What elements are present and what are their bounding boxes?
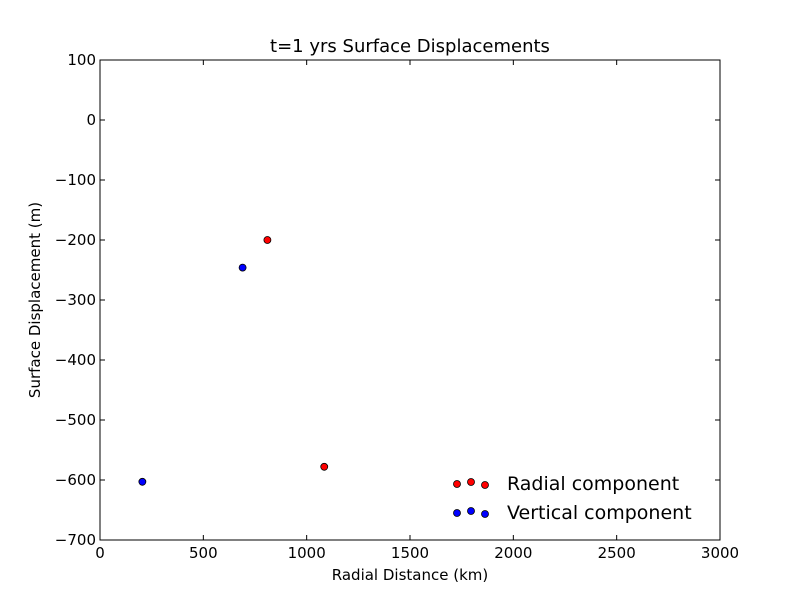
x-tick-label: 2000 <box>494 544 532 562</box>
y-tick-label: 0 <box>86 111 96 129</box>
scatter-point <box>138 477 147 486</box>
y-tick-label: −500 <box>55 411 96 429</box>
y-tick-label: −400 <box>55 351 96 369</box>
x-tick-label: 0 <box>95 544 105 562</box>
legend-marker <box>481 481 489 489</box>
x-tick-label: 1500 <box>391 544 429 562</box>
y-axis-label: Surface Displacement (m) <box>26 202 44 398</box>
scatter-point <box>263 236 272 244</box>
legend-marker <box>453 509 461 517</box>
x-tick-label: 500 <box>189 544 218 562</box>
scatter-point <box>238 263 247 272</box>
y-tick-label: −600 <box>55 471 96 489</box>
y-tick-label: −100 <box>55 171 96 189</box>
y-tick-label: −200 <box>55 231 96 249</box>
legend-marker <box>453 480 461 488</box>
x-tick-label: 1000 <box>288 544 326 562</box>
legend-marker <box>481 510 489 518</box>
y-tick-label: 100 <box>67 51 96 69</box>
legend: Radial component Vertical component <box>453 473 692 524</box>
legend-label: Vertical component <box>507 502 692 524</box>
plot-area <box>99 59 721 541</box>
chart-title: t=1 yrs Surface Displacements <box>270 36 550 57</box>
axis-ticks: 0 500 1000 1500 2000 2500 30001000−100−200−300… <box>55 51 739 562</box>
legend-marker <box>467 507 475 515</box>
scatter-point <box>320 462 329 471</box>
data-points <box>138 236 329 486</box>
y-tick-label: −300 <box>55 291 96 309</box>
x-axis-label: Radial Distance (km) <box>332 566 488 584</box>
y-tick-label: −700 <box>55 531 96 549</box>
legend-label: Radial component <box>507 473 679 495</box>
x-tick-label: 2500 <box>598 544 636 562</box>
x-tick-label: 3000 <box>701 544 739 562</box>
legend-marker <box>467 478 475 486</box>
